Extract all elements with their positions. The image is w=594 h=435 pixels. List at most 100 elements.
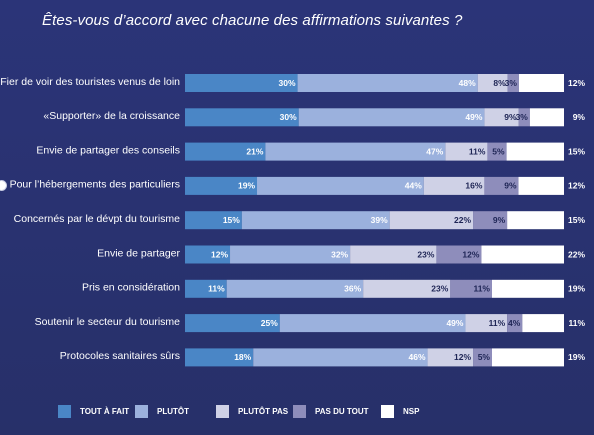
nav-dot[interactable] [0, 180, 7, 191]
data-label: 36% [344, 284, 361, 294]
data-label: 5% [478, 352, 491, 362]
bar-segment [265, 142, 446, 161]
data-label: 23% [417, 249, 434, 259]
bar-segment [507, 314, 523, 333]
bar-segment [185, 245, 231, 264]
category-label: Soutenir le secteur du tourisme [35, 316, 180, 328]
legend-label: NSP [403, 407, 420, 416]
nsp-label: 12% [568, 78, 585, 88]
bar-segment [529, 108, 564, 127]
bar-segment [350, 245, 437, 264]
bar-segment [491, 279, 564, 298]
data-label: 39% [371, 215, 388, 225]
nsp-label: 19% [568, 284, 585, 294]
bar-segment [253, 348, 428, 367]
bar-segment [477, 74, 508, 92]
data-label: 11% [473, 284, 490, 294]
bar-segment [363, 279, 451, 298]
legend-label: TOUT À FAIT [80, 407, 129, 416]
bar-segment [473, 211, 508, 230]
bar-segment [389, 211, 474, 230]
data-label: 25% [261, 318, 278, 328]
bar-segment [185, 279, 227, 298]
bar-segment [427, 348, 474, 367]
data-label: 46% [409, 352, 426, 362]
nsp-label: 12% [568, 181, 585, 191]
legend-swatch [293, 405, 306, 418]
data-label: 44% [405, 181, 422, 191]
data-label: 11% [469, 146, 486, 156]
bar-segment [436, 245, 482, 264]
bar-segment [450, 279, 492, 298]
bar-segment [185, 142, 266, 161]
data-label: 3% [516, 112, 529, 122]
bar-segment [473, 348, 492, 367]
nsp-label: 19% [568, 352, 585, 362]
data-label: 21% [246, 146, 263, 156]
data-label: 11% [489, 318, 506, 328]
bar-segment [484, 176, 519, 195]
data-label: 9% [504, 181, 517, 191]
data-label: 49% [446, 318, 463, 328]
data-label: 30% [280, 112, 297, 122]
bar-segment [487, 142, 507, 161]
bar-segment [522, 314, 564, 333]
bar-segment [185, 108, 299, 127]
category-label: Concernés par le dévpt du tourisme [14, 213, 180, 225]
bar-segment [279, 314, 466, 333]
category-label: «Supporter» de la croissance [43, 110, 180, 122]
legend-swatch [381, 405, 394, 418]
bar-segment [185, 176, 258, 195]
category-label: Envie de partager [97, 247, 180, 259]
bar-segment [257, 176, 424, 195]
bar-segment [230, 245, 351, 264]
data-label: 12% [462, 249, 479, 259]
data-label: 30% [279, 78, 296, 88]
nsp-label: 15% [568, 215, 585, 225]
data-label: 11% [208, 284, 225, 294]
nsp-label: 9% [573, 112, 586, 122]
bar-segment [484, 108, 519, 127]
bar-segment [185, 211, 242, 230]
data-label: 18% [234, 352, 251, 362]
bar-segment [445, 142, 488, 161]
bar-segment [226, 279, 364, 298]
data-label: 47% [426, 146, 443, 156]
legend-label: PAS DU TOUT [315, 407, 369, 416]
data-label: 5% [492, 146, 505, 156]
legend-swatch [58, 405, 71, 418]
bar-segment [491, 348, 564, 367]
legend-swatch [135, 405, 148, 418]
category-label: Pris en considération [82, 282, 180, 294]
bar-segment [481, 245, 564, 264]
bar-segment [506, 142, 564, 161]
data-label: 4% [508, 318, 521, 328]
bar-segment [518, 176, 564, 195]
category-label: Protocoles sanitaires sûrs [60, 350, 180, 362]
bar-segment [507, 74, 519, 92]
data-label: 32% [331, 249, 348, 259]
category-label: Pour l’hébergements des particuliers [10, 179, 180, 191]
bar-segment [185, 314, 280, 333]
bar-segment [241, 211, 390, 230]
bar-segment [297, 74, 478, 92]
bar-segment [518, 74, 564, 92]
bar-segment [507, 211, 564, 230]
bar-segment [423, 176, 485, 195]
nsp-label: 11% [568, 318, 585, 328]
data-label: 48% [459, 78, 476, 88]
nsp-label: 22% [568, 249, 585, 259]
legend-label: PLUTÔT PAS [238, 407, 289, 416]
data-label: 9% [504, 112, 517, 122]
data-label: 12% [211, 249, 228, 259]
data-label: 49% [465, 112, 482, 122]
bar-segment [185, 74, 298, 92]
data-label: 9% [493, 215, 506, 225]
bar-segment [518, 108, 530, 127]
data-label: 23% [431, 284, 448, 294]
data-label: 3% [505, 78, 518, 88]
bar-segment [298, 108, 485, 127]
data-label: 15% [223, 215, 240, 225]
